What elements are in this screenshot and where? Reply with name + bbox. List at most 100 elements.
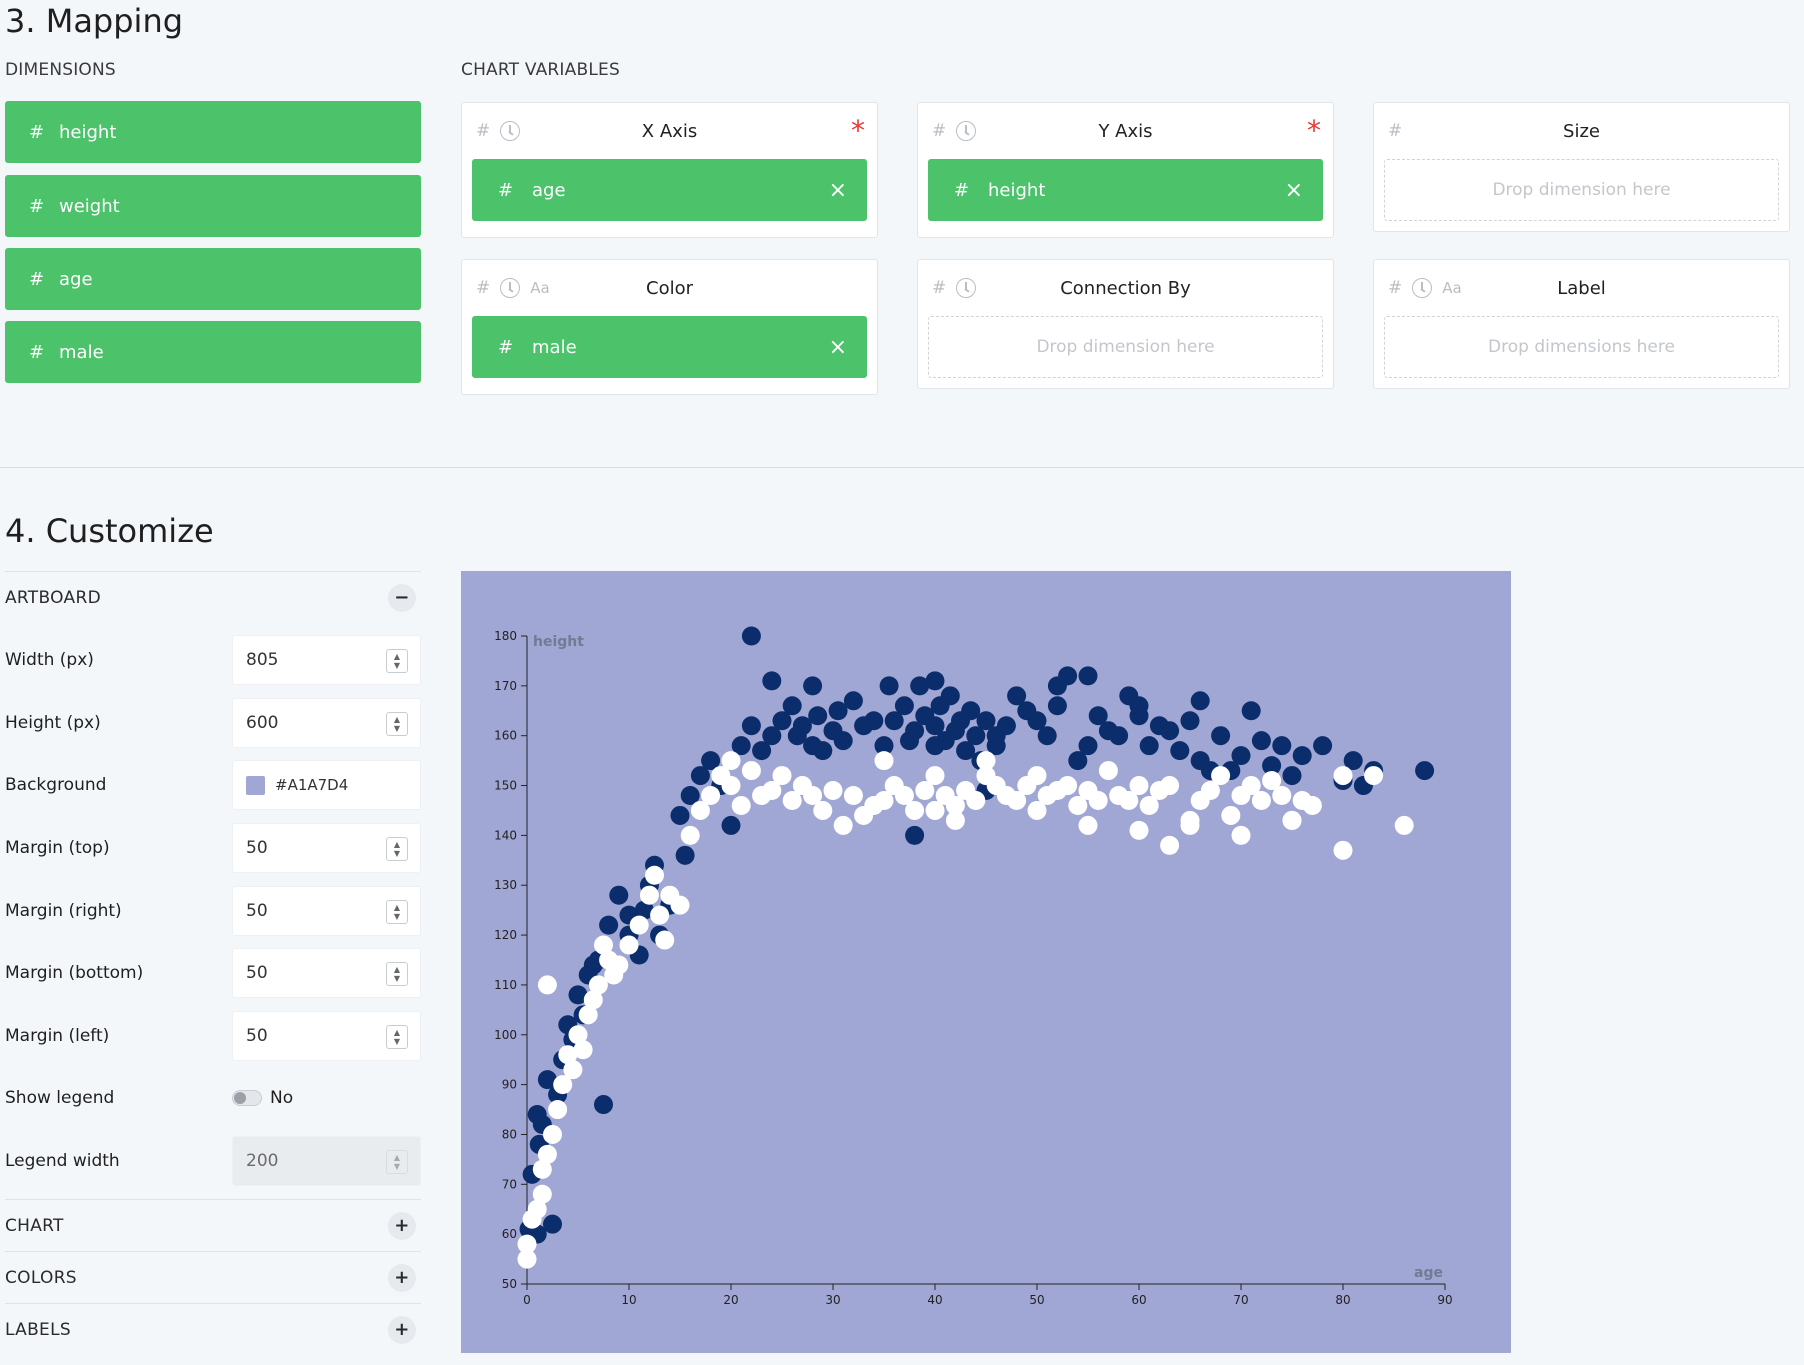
width-label: Width (px) bbox=[5, 650, 94, 670]
x-tick-label: 20 bbox=[723, 1293, 738, 1307]
y-tick-label: 130 bbox=[494, 878, 517, 892]
data-point bbox=[619, 935, 639, 955]
x-tick-label: 50 bbox=[1029, 1293, 1044, 1307]
data-point bbox=[701, 786, 721, 806]
margin-top-label: Margin (top) bbox=[5, 838, 110, 858]
chart-artboard: 0 10 20 30 40 50 60 70 80 90 50 60 70 80 90 100 110 120 13… bbox=[461, 571, 1511, 1353]
chart-section-header[interactable]: CHART + bbox=[5, 1199, 421, 1251]
data-point bbox=[634, 900, 654, 920]
y-tick-label: 60 bbox=[502, 1227, 517, 1241]
connection-drop-zone[interactable]: Drop dimension here bbox=[928, 316, 1323, 378]
number-type-icon: # bbox=[29, 268, 45, 290]
legend-width-input: 200 ▲ ▼ bbox=[232, 1136, 421, 1186]
data-point bbox=[762, 781, 782, 801]
expand-icon[interactable]: + bbox=[388, 1315, 416, 1344]
data-point bbox=[894, 696, 914, 716]
data-point bbox=[1007, 790, 1027, 810]
stepper-icon[interactable]: ▲ ▼ bbox=[386, 900, 408, 924]
data-point bbox=[701, 751, 721, 771]
data-point bbox=[594, 1095, 613, 1115]
data-point bbox=[1078, 666, 1098, 686]
height-label: Height (px) bbox=[5, 713, 101, 733]
input-value: 50 bbox=[246, 1026, 268, 1046]
data-point bbox=[721, 751, 741, 771]
y-tick-label: 90 bbox=[502, 1078, 517, 1092]
show-legend-toggle[interactable] bbox=[232, 1090, 262, 1106]
x-axis-dimension-chip[interactable]: # age × bbox=[472, 159, 867, 221]
data-point bbox=[976, 711, 996, 731]
margin-bottom-input[interactable]: 50 ▲ ▼ bbox=[232, 948, 421, 998]
stepper-icon[interactable]: ▲ ▼ bbox=[386, 1025, 408, 1049]
stepper-icon[interactable]: ▲ ▼ bbox=[386, 712, 408, 736]
close-icon[interactable]: × bbox=[828, 334, 847, 360]
variable-title: Color bbox=[646, 277, 693, 299]
section-label: COLORS bbox=[5, 1267, 77, 1288]
chip-label: age bbox=[532, 179, 566, 201]
data-point bbox=[532, 1184, 552, 1204]
data-point bbox=[1139, 736, 1159, 756]
close-icon[interactable]: × bbox=[1284, 177, 1303, 203]
stepper-icon[interactable]: ▲ ▼ bbox=[386, 962, 408, 986]
label-drop-zone[interactable]: Drop dimensions here bbox=[1384, 316, 1779, 378]
data-point bbox=[609, 885, 629, 905]
data-point bbox=[578, 1005, 598, 1025]
date-type-icon bbox=[1412, 278, 1433, 298]
stepper-icon[interactable]: ▲ ▼ bbox=[386, 649, 408, 673]
colors-section-header[interactable]: COLORS + bbox=[5, 1251, 421, 1303]
x-axis-title: age bbox=[1414, 1265, 1443, 1281]
margin-left-input[interactable]: 50 ▲ ▼ bbox=[232, 1011, 421, 1061]
size-drop-zone[interactable]: Drop dimension here bbox=[1384, 159, 1779, 221]
data-point bbox=[1027, 800, 1047, 820]
data-point bbox=[910, 676, 930, 696]
width-input[interactable]: 805 ▲ ▼ bbox=[232, 635, 421, 685]
artboard-section-header[interactable]: ARTBOARD − bbox=[5, 571, 421, 623]
data-point bbox=[915, 781, 935, 801]
data-point bbox=[925, 716, 945, 736]
data-point bbox=[1282, 810, 1302, 830]
color-dimension-chip[interactable]: # male × bbox=[472, 316, 867, 378]
data-point bbox=[537, 1144, 557, 1164]
number-type-icon: # bbox=[1388, 121, 1403, 141]
y-axis-dimension-chip[interactable]: # height × bbox=[928, 159, 1323, 221]
number-type-icon: # bbox=[954, 179, 970, 201]
data-point bbox=[803, 676, 823, 696]
collapse-icon[interactable]: − bbox=[388, 583, 416, 612]
dimension-age[interactable]: # age bbox=[5, 248, 421, 310]
data-point bbox=[894, 786, 914, 806]
data-point bbox=[813, 800, 833, 820]
dimension-male[interactable]: # male bbox=[5, 321, 421, 383]
y-tick-label: 140 bbox=[494, 828, 517, 842]
input-value: 600 bbox=[246, 713, 279, 733]
data-point bbox=[1119, 790, 1139, 810]
dimension-height[interactable]: # height bbox=[5, 101, 421, 163]
section-divider bbox=[0, 467, 1804, 468]
height-input[interactable]: 600 ▲ ▼ bbox=[232, 698, 421, 748]
connection-by-variable: # Connection By Drop dimension here bbox=[917, 259, 1334, 389]
y-axis-variable: # Y Axis * # height × bbox=[917, 102, 1334, 238]
data-point bbox=[721, 776, 741, 796]
data-point bbox=[905, 800, 925, 820]
dimension-weight[interactable]: # weight bbox=[5, 175, 421, 237]
margin-right-input[interactable]: 50 ▲ ▼ bbox=[232, 886, 421, 936]
data-point bbox=[741, 626, 761, 646]
data-point bbox=[1139, 795, 1159, 815]
data-point bbox=[639, 885, 659, 905]
y-tick-label: 50 bbox=[502, 1277, 517, 1291]
expand-icon[interactable]: + bbox=[388, 1263, 416, 1292]
dimension-label: weight bbox=[59, 195, 120, 217]
margin-top-input[interactable]: 50 ▲ ▼ bbox=[232, 823, 421, 873]
data-point bbox=[537, 1070, 557, 1090]
x-tick-label: 0 bbox=[523, 1293, 531, 1307]
expand-icon[interactable]: + bbox=[388, 1211, 416, 1240]
labels-section-header[interactable]: LABELS + bbox=[5, 1303, 421, 1355]
close-icon[interactable]: × bbox=[828, 177, 847, 203]
background-color-picker[interactable]: #A1A7D4 bbox=[232, 760, 421, 810]
required-icon: * bbox=[851, 114, 865, 147]
data-point bbox=[1098, 761, 1118, 781]
stepper-icon[interactable]: ▲ ▼ bbox=[386, 837, 408, 861]
data-point bbox=[1109, 726, 1129, 746]
data-point bbox=[670, 805, 690, 825]
variable-title: Label bbox=[1557, 277, 1606, 299]
y-tick-label: 70 bbox=[502, 1177, 517, 1191]
data-point bbox=[1200, 781, 1220, 801]
